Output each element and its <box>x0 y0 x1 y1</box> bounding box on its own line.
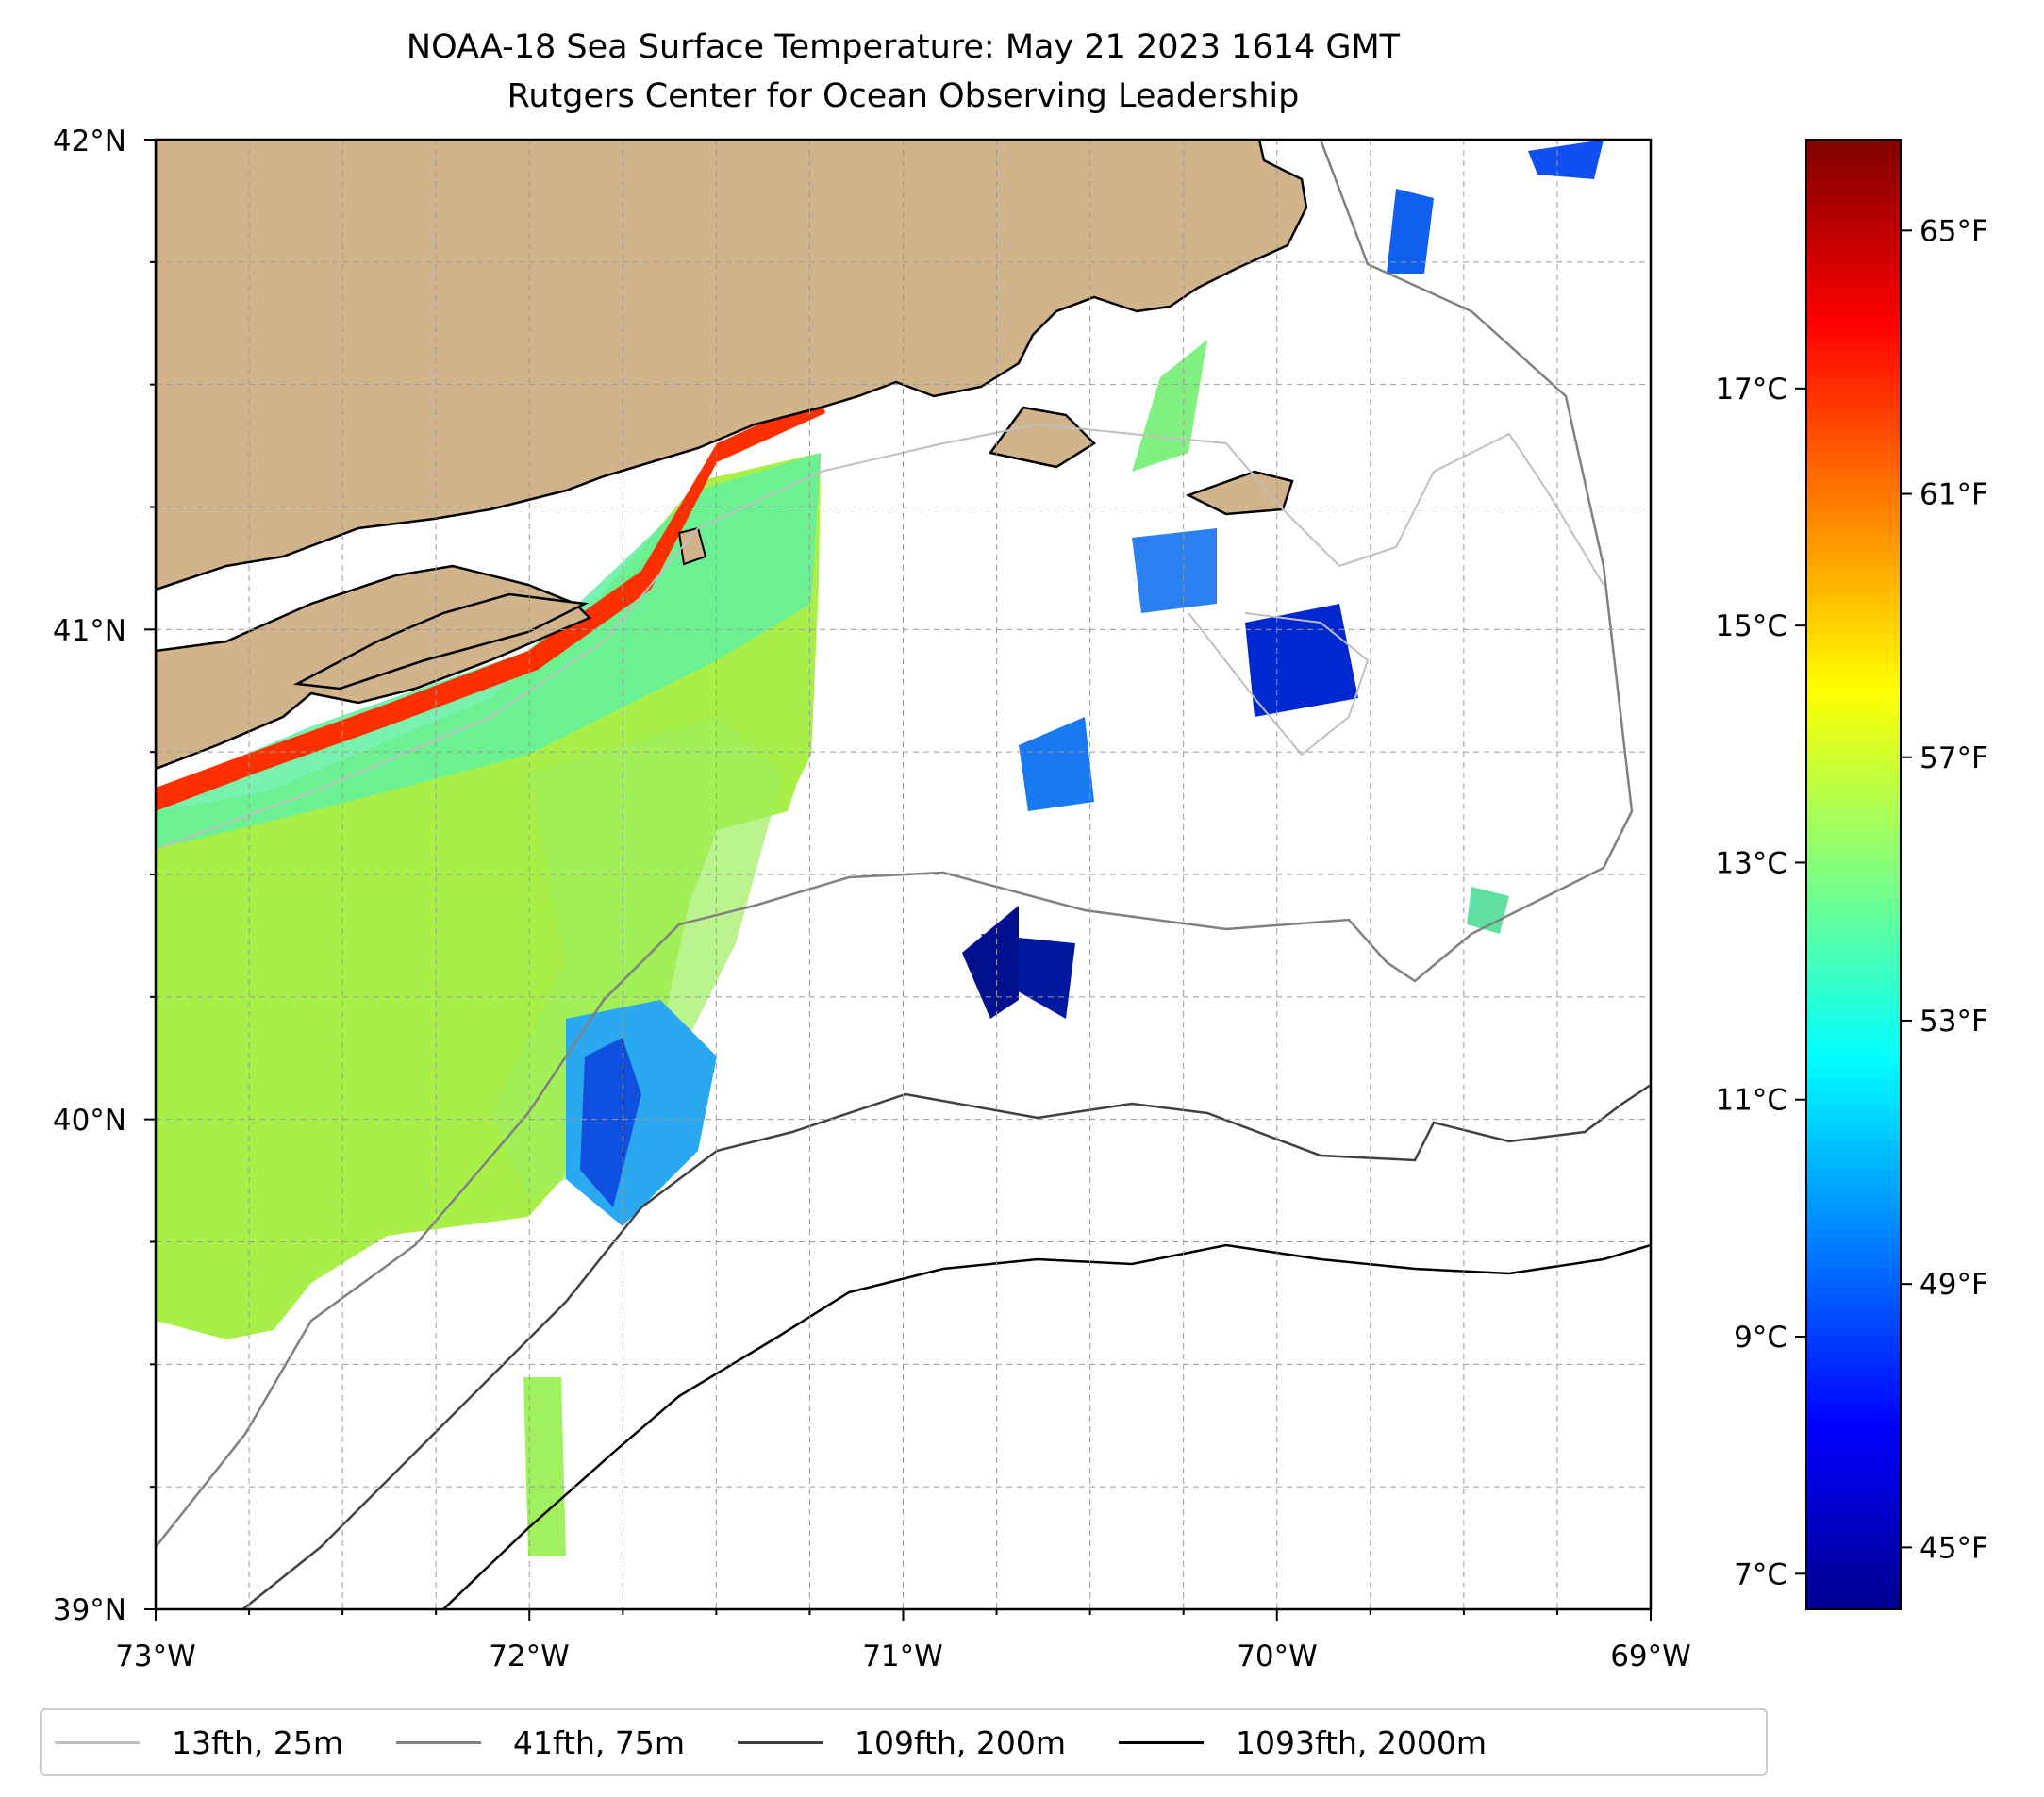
x-tick-labels: 73°W 72°W 71°W 70°W 69°W <box>115 1639 1691 1673</box>
sst-ne-patch-2 <box>1245 604 1358 717</box>
colorbar-label-celsius: 13°C <box>1715 846 1787 880</box>
land-marthas-vineyard <box>988 406 1096 469</box>
sst-ne-patch-7 <box>1387 189 1434 274</box>
legend-line-25m <box>55 1740 140 1744</box>
land-block-island <box>677 526 707 566</box>
sst-mid-band <box>490 717 783 1198</box>
colorbar-label-fahrenheit: 49°F <box>1919 1268 1988 1302</box>
sst-ne-patch-9 <box>1467 887 1509 934</box>
colorbar-label-celsius: 7°C <box>1734 1557 1787 1591</box>
sst-data-layer <box>156 140 1604 1556</box>
land-nantucket <box>1185 470 1294 516</box>
contour-2000m <box>442 1243 1651 1609</box>
map-title: NOAA-18 Sea Surface Temperature: May 21 … <box>406 28 1401 66</box>
sst-ne-patch-8 <box>1528 140 1604 179</box>
legend-item-2000m: 1093fth, 2000m <box>1119 1724 1487 1761</box>
y-tick-label: 42°N <box>53 125 126 158</box>
land-long-island-fork <box>292 592 590 691</box>
colorbar-label-fahrenheit: 65°F <box>1919 214 1988 248</box>
legend-line-75m <box>396 1740 481 1744</box>
contour-25m <box>156 423 1604 850</box>
colorbar <box>1805 139 1902 1610</box>
map-subtitle: Rutgers Center for Ocean Observing Leade… <box>507 77 1300 115</box>
x-tick-label: 69°W <box>1610 1639 1691 1673</box>
colorbar-label-fahrenheit: 53°F <box>1919 1005 1988 1039</box>
colorbar-label-fahrenheit: 45°F <box>1919 1531 1988 1565</box>
bathymetry-contours <box>156 140 1651 1609</box>
colorbar-label-celsius: 9°C <box>1734 1321 1787 1355</box>
gridlines <box>156 140 1651 1609</box>
sst-ne-patch-3 <box>1019 717 1094 811</box>
depth-legend: 13fth, 25m 41fth, 75m 109fth, 200m 1093f… <box>40 1708 1768 1776</box>
colorbar-label-celsius: 17°C <box>1715 373 1787 407</box>
y-tick-label: 40°N <box>53 1104 126 1138</box>
land-new-england <box>156 140 1308 591</box>
y-tick-labels: 39°N 40°N 41°N 42°N <box>53 125 126 1627</box>
sst-ne-patch-6 <box>1132 340 1207 472</box>
legend-label: 41fth, 75m <box>513 1723 685 1761</box>
colorbar-label-fahrenheit: 57°F <box>1919 741 1988 775</box>
y-tick-label: 41°N <box>53 614 126 648</box>
legend-item-75m: 41fth, 75m <box>396 1724 685 1761</box>
contour-200m <box>241 1083 1651 1609</box>
colorbar-label-celsius: 15°C <box>1715 609 1787 643</box>
colorbar-label-celsius: 11°C <box>1715 1084 1787 1118</box>
colorbar-label-fahrenheit: 61°F <box>1919 478 1988 512</box>
legend-label: 1093fth, 2000m <box>1236 1723 1487 1761</box>
x-tick-label: 72°W <box>489 1639 570 1673</box>
sst-ne-patch-5 <box>962 906 1019 1019</box>
colorbar-ticks: 7°C 9°C 11°C 13°C 15°C 17°C 45°F 49°F 53°F 57°F 61… <box>1715 214 1987 1591</box>
contour-75m <box>156 140 1634 1548</box>
legend-line-2000m <box>1119 1740 1204 1744</box>
legend-item-200m: 109fth, 200m <box>738 1724 1066 1761</box>
legend-label: 13fth, 25m <box>172 1723 343 1761</box>
sst-cold-core <box>580 1038 641 1207</box>
axis-ticks <box>144 139 1652 1621</box>
legend-item-25m: 13fth, 25m <box>55 1724 343 1761</box>
land-layer <box>156 140 1308 771</box>
sst-narrow-tongue <box>523 1377 566 1556</box>
x-tick-label: 71°W <box>862 1639 943 1673</box>
y-tick-label: 39°N <box>53 1593 126 1627</box>
x-tick-label: 73°W <box>115 1639 196 1673</box>
sst-ne-patch-1 <box>1132 528 1217 613</box>
sst-warm-shore <box>156 396 825 811</box>
x-tick-label: 70°W <box>1237 1639 1318 1673</box>
legend-line-200m <box>738 1740 823 1744</box>
legend-label: 109fth, 200m <box>855 1723 1066 1761</box>
